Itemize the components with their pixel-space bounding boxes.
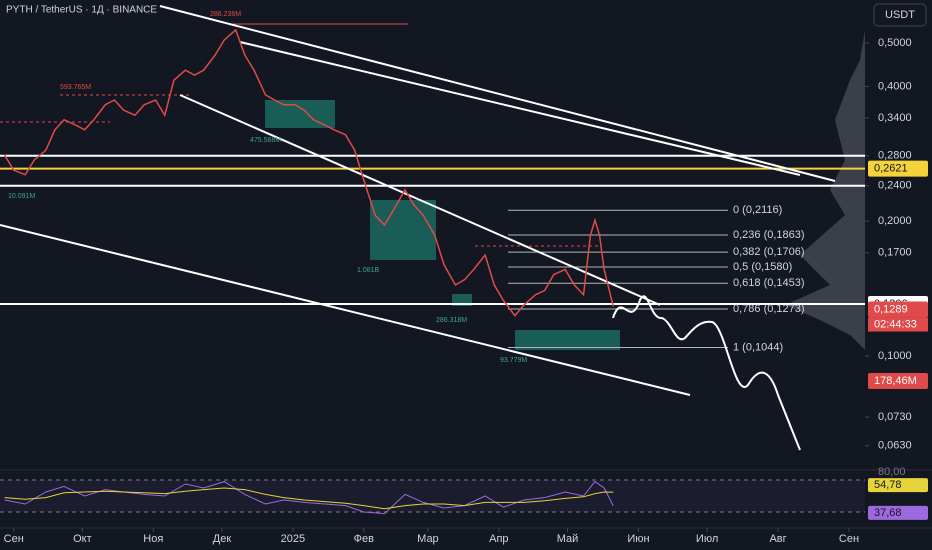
y-tick-label: 0,4000: [878, 80, 912, 92]
fib-label: 0 (0,2116): [733, 204, 782, 216]
currency-label[interactable]: USDT: [885, 9, 915, 21]
annotation: 1.081B: [357, 267, 380, 274]
chart-title: PYTH / TetherUS · 1Д · BINANCE: [6, 5, 157, 16]
x-tick-label: Апр: [489, 533, 508, 545]
y-tick-label: 0,3400: [878, 112, 912, 124]
x-tick-label: Сен: [839, 533, 859, 545]
x-tick-label: Мар: [417, 533, 439, 545]
currency-button[interactable]: [873, 3, 927, 27]
zone: [370, 200, 436, 260]
annotation: 286.236M: [210, 11, 241, 18]
rsi-badge-bg: [868, 505, 928, 520]
rsi-badge: 54,78: [874, 479, 902, 491]
y-tick-label: 0,0730: [878, 411, 912, 423]
zone: [515, 330, 620, 350]
x-tick-label: Окт: [73, 533, 92, 545]
y-tick-label: 0,2000: [878, 215, 912, 227]
rsi-band: [0, 480, 865, 512]
countdown-bg: [868, 317, 928, 332]
zone: [452, 294, 472, 306]
x-tick-label: Фев: [354, 533, 374, 545]
rsi-line: [4, 480, 614, 515]
y-tick-label: 0,1700: [878, 247, 912, 259]
price-axis: [865, 0, 932, 530]
last-price-badge: 0,1289: [874, 303, 908, 315]
fib-label: 0,382 (0,1706): [733, 246, 805, 258]
fib-label: 0,618 (0,1453): [733, 277, 805, 289]
volume-badge-bg: [868, 373, 928, 389]
x-tick-label: Сен: [4, 533, 24, 545]
trend-line: [239, 41, 801, 176]
volume-profile: [785, 30, 865, 350]
annotation: 593.765M: [60, 84, 91, 91]
rsi-line: [4, 487, 614, 510]
fib-label: 0,236 (0,1863): [733, 229, 805, 241]
x-tick-label: Май: [557, 533, 579, 545]
annotation: 93.779M: [500, 357, 527, 364]
fib-label: 1 (0,1044): [733, 341, 783, 353]
annotation: 286.318M: [436, 317, 467, 324]
volume-badge: 178,46M: [874, 375, 917, 387]
rsi-badge: 37,68: [874, 507, 902, 519]
y-tick-label: 0,2400: [878, 180, 912, 192]
level-badge: 0,2621: [874, 163, 908, 175]
price-line: [3, 28, 615, 317]
y-tick-label: 0,2800: [878, 150, 912, 162]
y-tick-label: 0,5000: [878, 37, 912, 49]
trend-line: [0, 224, 691, 396]
x-tick-label: 2025: [281, 533, 305, 545]
level-badge-bg: [868, 160, 928, 177]
fib-label: 0,786 (0,1273): [733, 303, 805, 315]
x-tick-label: Авг: [769, 533, 786, 545]
trend-line: [179, 94, 661, 306]
rsi-badge-bg: [868, 478, 928, 493]
x-tick-label: Июн: [627, 533, 649, 545]
projection-path: [612, 295, 801, 451]
x-tick-label: Дек: [213, 533, 232, 545]
y-tick-label: 0,1000: [878, 350, 912, 362]
fib-label: 0,5 (0,1580): [733, 261, 792, 273]
x-tick-label: Ноя: [143, 533, 163, 545]
y-tick-label: 0,0630: [878, 440, 912, 452]
countdown: 02:44:33: [874, 318, 917, 330]
last-price-badge-bg: [868, 301, 928, 318]
trend-line: [159, 5, 836, 182]
annotation: 475.568M: [250, 137, 281, 144]
zone: [265, 100, 335, 128]
rsi-tick-label: 80,00: [878, 466, 906, 478]
annotation: 10.091M: [8, 193, 35, 200]
x-tick-label: Июл: [696, 533, 718, 545]
